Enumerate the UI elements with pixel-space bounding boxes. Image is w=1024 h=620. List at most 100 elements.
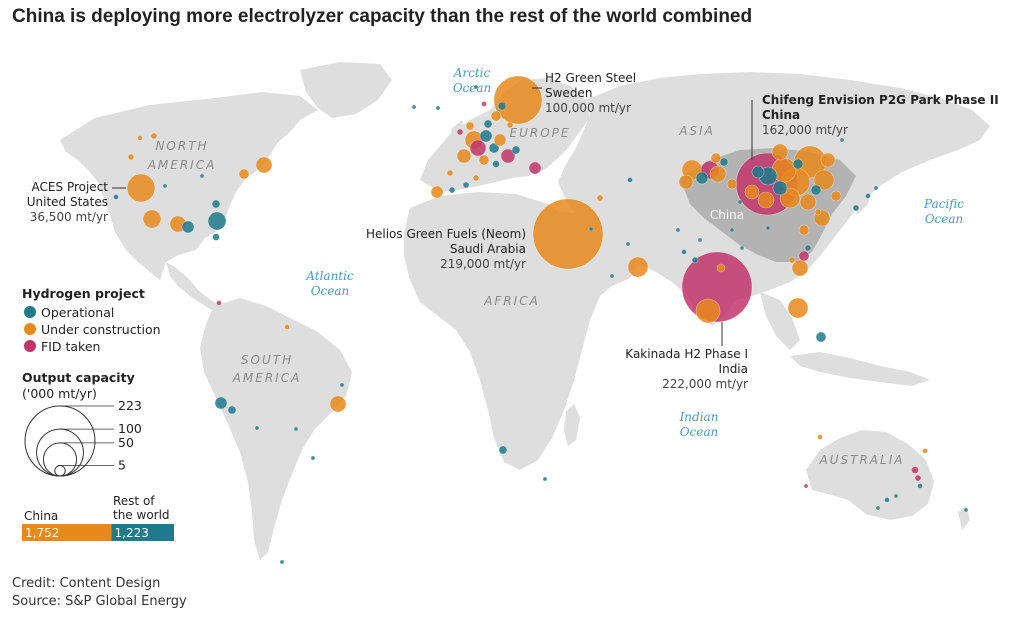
marker-project bbox=[214, 396, 228, 410]
south-america-label: SOUTH bbox=[241, 353, 293, 367]
marker-project bbox=[914, 474, 922, 482]
marker-project bbox=[254, 425, 260, 431]
marker-project bbox=[772, 180, 788, 196]
marker-project bbox=[798, 250, 810, 262]
callout-country: China bbox=[762, 108, 800, 122]
marker-project bbox=[492, 160, 500, 168]
legend-size-label: 223 bbox=[118, 398, 142, 413]
marker-project bbox=[227, 405, 237, 415]
marker-project bbox=[815, 331, 827, 343]
callout-capacity: 100,000 mt/yr bbox=[545, 101, 631, 115]
callout-capacity: 36,500 mt/yr bbox=[30, 210, 108, 224]
marker-project bbox=[329, 395, 347, 413]
marker-project bbox=[207, 211, 227, 231]
marker-project bbox=[490, 110, 502, 122]
marker-project bbox=[199, 173, 205, 179]
marker-project bbox=[528, 161, 542, 175]
marker-project bbox=[963, 507, 969, 513]
marker-project bbox=[922, 448, 928, 454]
europe-land bbox=[420, 78, 590, 192]
central-america-land bbox=[166, 262, 218, 310]
marker-project bbox=[803, 483, 809, 489]
marker-project bbox=[627, 177, 633, 183]
marker-project bbox=[279, 559, 285, 565]
legend-swatch-operational bbox=[24, 306, 36, 318]
atlantic-ocean-label: Atlantic bbox=[305, 269, 354, 283]
marker-project bbox=[830, 190, 842, 202]
china-label: China bbox=[710, 208, 744, 222]
marker-project bbox=[865, 193, 871, 199]
marker-project bbox=[488, 142, 500, 154]
callout-country: India bbox=[719, 362, 748, 376]
legend-project-title: Hydrogen project bbox=[22, 286, 145, 301]
marker-project bbox=[511, 145, 521, 155]
marker-project bbox=[478, 154, 490, 166]
marker-project bbox=[737, 199, 743, 205]
marker-project bbox=[817, 434, 823, 440]
marker-project bbox=[456, 148, 472, 164]
marker-project bbox=[162, 183, 168, 189]
southeast-asia-land bbox=[760, 292, 800, 350]
marker-project bbox=[469, 139, 487, 157]
marker-project bbox=[839, 137, 845, 143]
australia-label: AUSTRALIA bbox=[819, 453, 905, 467]
callout-name: Helios Green Fuels (Neom) bbox=[366, 227, 526, 241]
callout-h2-green-steel: H2 Green Steel Sweden 100,000 mt/yr bbox=[532, 71, 636, 115]
callout-chifeng: Chifeng Envision P2G Park Phase II China… bbox=[751, 93, 999, 160]
pacific-ocean-label-2: Ocean bbox=[925, 212, 964, 226]
australia-land bbox=[806, 430, 934, 520]
marker-project bbox=[675, 227, 681, 233]
totals-china-label: China bbox=[24, 509, 58, 523]
marker-project bbox=[798, 224, 810, 236]
marker-project bbox=[493, 133, 507, 147]
marker-project bbox=[893, 493, 899, 499]
callout-country: United States bbox=[27, 195, 108, 209]
pacific-ocean-label: Pacific bbox=[923, 197, 964, 211]
south-america-land bbox=[200, 298, 352, 560]
legend-size-circle bbox=[36, 428, 84, 477]
marker-project bbox=[710, 152, 722, 164]
source-text: Source: S&P Global Energy bbox=[12, 594, 187, 609]
marker-project bbox=[446, 169, 454, 177]
madagascar-land bbox=[564, 404, 580, 446]
marker-project bbox=[479, 129, 493, 143]
callouts: H2 Green Steel Sweden 100,000 mt/yr Chif… bbox=[27, 71, 999, 391]
marker-project bbox=[695, 171, 709, 185]
marker-project bbox=[739, 245, 745, 251]
marker-project bbox=[497, 101, 507, 111]
marker-project bbox=[820, 152, 836, 168]
marker-project bbox=[211, 199, 221, 209]
legend-size-label: 50 bbox=[118, 435, 134, 450]
legend-size-circle bbox=[42, 442, 78, 477]
legend-size-circle bbox=[54, 465, 66, 477]
north-america-label: NORTH bbox=[155, 139, 208, 153]
marker-project bbox=[678, 174, 694, 190]
asia-label: ASIA bbox=[678, 124, 715, 138]
marker-project bbox=[113, 194, 119, 200]
project-markers bbox=[113, 75, 969, 565]
callout-capacity: 162,000 mt/yr bbox=[762, 123, 848, 137]
marker-project bbox=[787, 297, 809, 319]
legend-operational-label: Operational bbox=[41, 305, 114, 320]
indian-ocean-label: Indian bbox=[679, 410, 719, 424]
region-labels: NORTH AMERICA SOUTH AMERICA EUROPE ASIA … bbox=[147, 124, 905, 467]
marker-project bbox=[697, 237, 703, 243]
legend-capacity-unit: ('000 mt/yr) bbox=[22, 386, 97, 401]
callout-country: Saudi Arabia bbox=[450, 242, 526, 256]
legend-size-label: 5 bbox=[118, 458, 126, 473]
legend-project: Hydrogen project Operational Under const… bbox=[22, 286, 161, 354]
chart-title: China is deploying more electrolyzer cap… bbox=[12, 6, 753, 27]
marker-project bbox=[127, 153, 135, 161]
marker-project bbox=[810, 184, 822, 196]
marker-project bbox=[284, 324, 290, 330]
marker-project bbox=[411, 104, 417, 110]
marker-project bbox=[137, 135, 143, 141]
marker-project bbox=[719, 157, 729, 167]
marker-project bbox=[799, 193, 817, 211]
totals-row-label: Rest of bbox=[113, 494, 155, 508]
marker-project bbox=[500, 148, 516, 164]
atlantic-ocean-label-2: Ocean bbox=[311, 284, 350, 298]
indonesia-land bbox=[790, 352, 930, 386]
marker-project bbox=[771, 143, 789, 161]
